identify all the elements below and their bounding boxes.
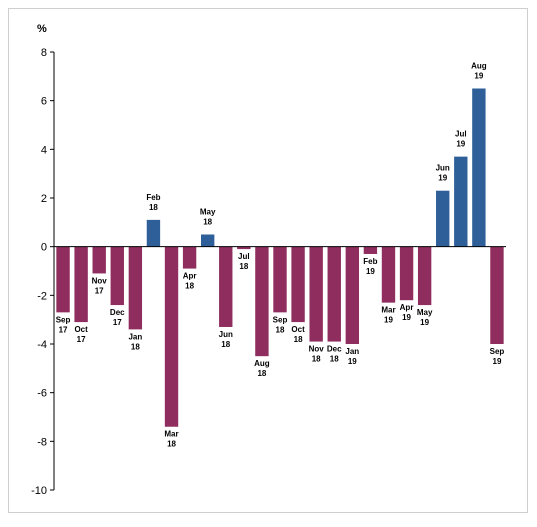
bar <box>200 234 215 247</box>
bar <box>237 246 251 250</box>
category-label: May 18 <box>200 208 216 227</box>
category-label: Sep 17 <box>56 315 71 334</box>
y-tick-label: -2 <box>37 290 47 302</box>
bar <box>219 246 233 327</box>
category-label: Jan 18 <box>128 332 142 351</box>
bar <box>56 246 70 313</box>
axes: 8 6 4 2 0 -2 -4 -6 -8 -10 <box>31 47 506 497</box>
category-label: Aug 19 <box>471 62 487 81</box>
y-tick-label: -8 <box>37 436 47 448</box>
bar <box>490 246 504 344</box>
chart-frame: % Sep 17 Oct 17 Nov 17 Dec 17 Jan 18 Feb 18 Mar 18 Apr… <box>8 8 528 513</box>
bar <box>309 246 323 342</box>
category-label: Jul 18 <box>238 252 250 271</box>
y-tick-label: 2 <box>41 193 47 205</box>
y-tick-label: 6 <box>41 96 47 108</box>
category-label: Sep 18 <box>273 315 288 334</box>
bar <box>146 219 161 247</box>
y-tick-label: -6 <box>37 388 47 400</box>
category-label: Mar 18 <box>164 430 178 449</box>
category-label: Apr 19 <box>400 303 414 322</box>
bar <box>327 246 341 342</box>
bar <box>345 246 360 344</box>
bar <box>74 246 88 323</box>
bar <box>273 246 287 313</box>
category-label: Mar 19 <box>381 306 395 325</box>
category-label: May 19 <box>417 308 433 327</box>
category-label: Apr 18 <box>183 272 197 291</box>
category-label: Dec 18 <box>327 345 342 364</box>
category-label: Jan 19 <box>345 347 359 366</box>
bar <box>472 88 486 247</box>
bar <box>182 246 197 269</box>
category-label: Nov 18 <box>309 345 325 364</box>
bar <box>164 246 179 427</box>
bar <box>363 246 378 254</box>
category-label: Sep 19 <box>490 347 505 366</box>
category-label: Oct 18 <box>291 325 305 344</box>
category-label: Nov 17 <box>92 276 108 295</box>
bar <box>417 246 432 306</box>
y-tick-label: -4 <box>37 339 47 351</box>
y-unit-label: % <box>37 23 47 35</box>
category-label: Jun 18 <box>219 330 233 349</box>
bar <box>110 246 124 306</box>
bar <box>291 246 305 323</box>
category-label: Oct 17 <box>74 325 88 344</box>
y-tick-label: 8 <box>41 47 47 59</box>
category-label: Jul 19 <box>455 130 467 149</box>
bars <box>56 88 504 427</box>
category-label: Dec 17 <box>110 308 125 327</box>
bar <box>436 190 450 247</box>
y-tick-label: 0 <box>41 242 47 254</box>
category-label: Feb 19 <box>363 257 377 276</box>
bar <box>128 246 143 330</box>
category-label: Feb 18 <box>146 193 160 212</box>
category-label: Aug 18 <box>254 359 270 378</box>
bar <box>454 156 468 247</box>
bar <box>92 246 106 274</box>
bar <box>381 246 396 303</box>
category-label: Jun 19 <box>436 164 450 183</box>
bar <box>255 246 269 357</box>
y-tick-label: -10 <box>31 485 47 497</box>
y-tick-label: 4 <box>41 144 47 156</box>
bar <box>399 246 414 301</box>
